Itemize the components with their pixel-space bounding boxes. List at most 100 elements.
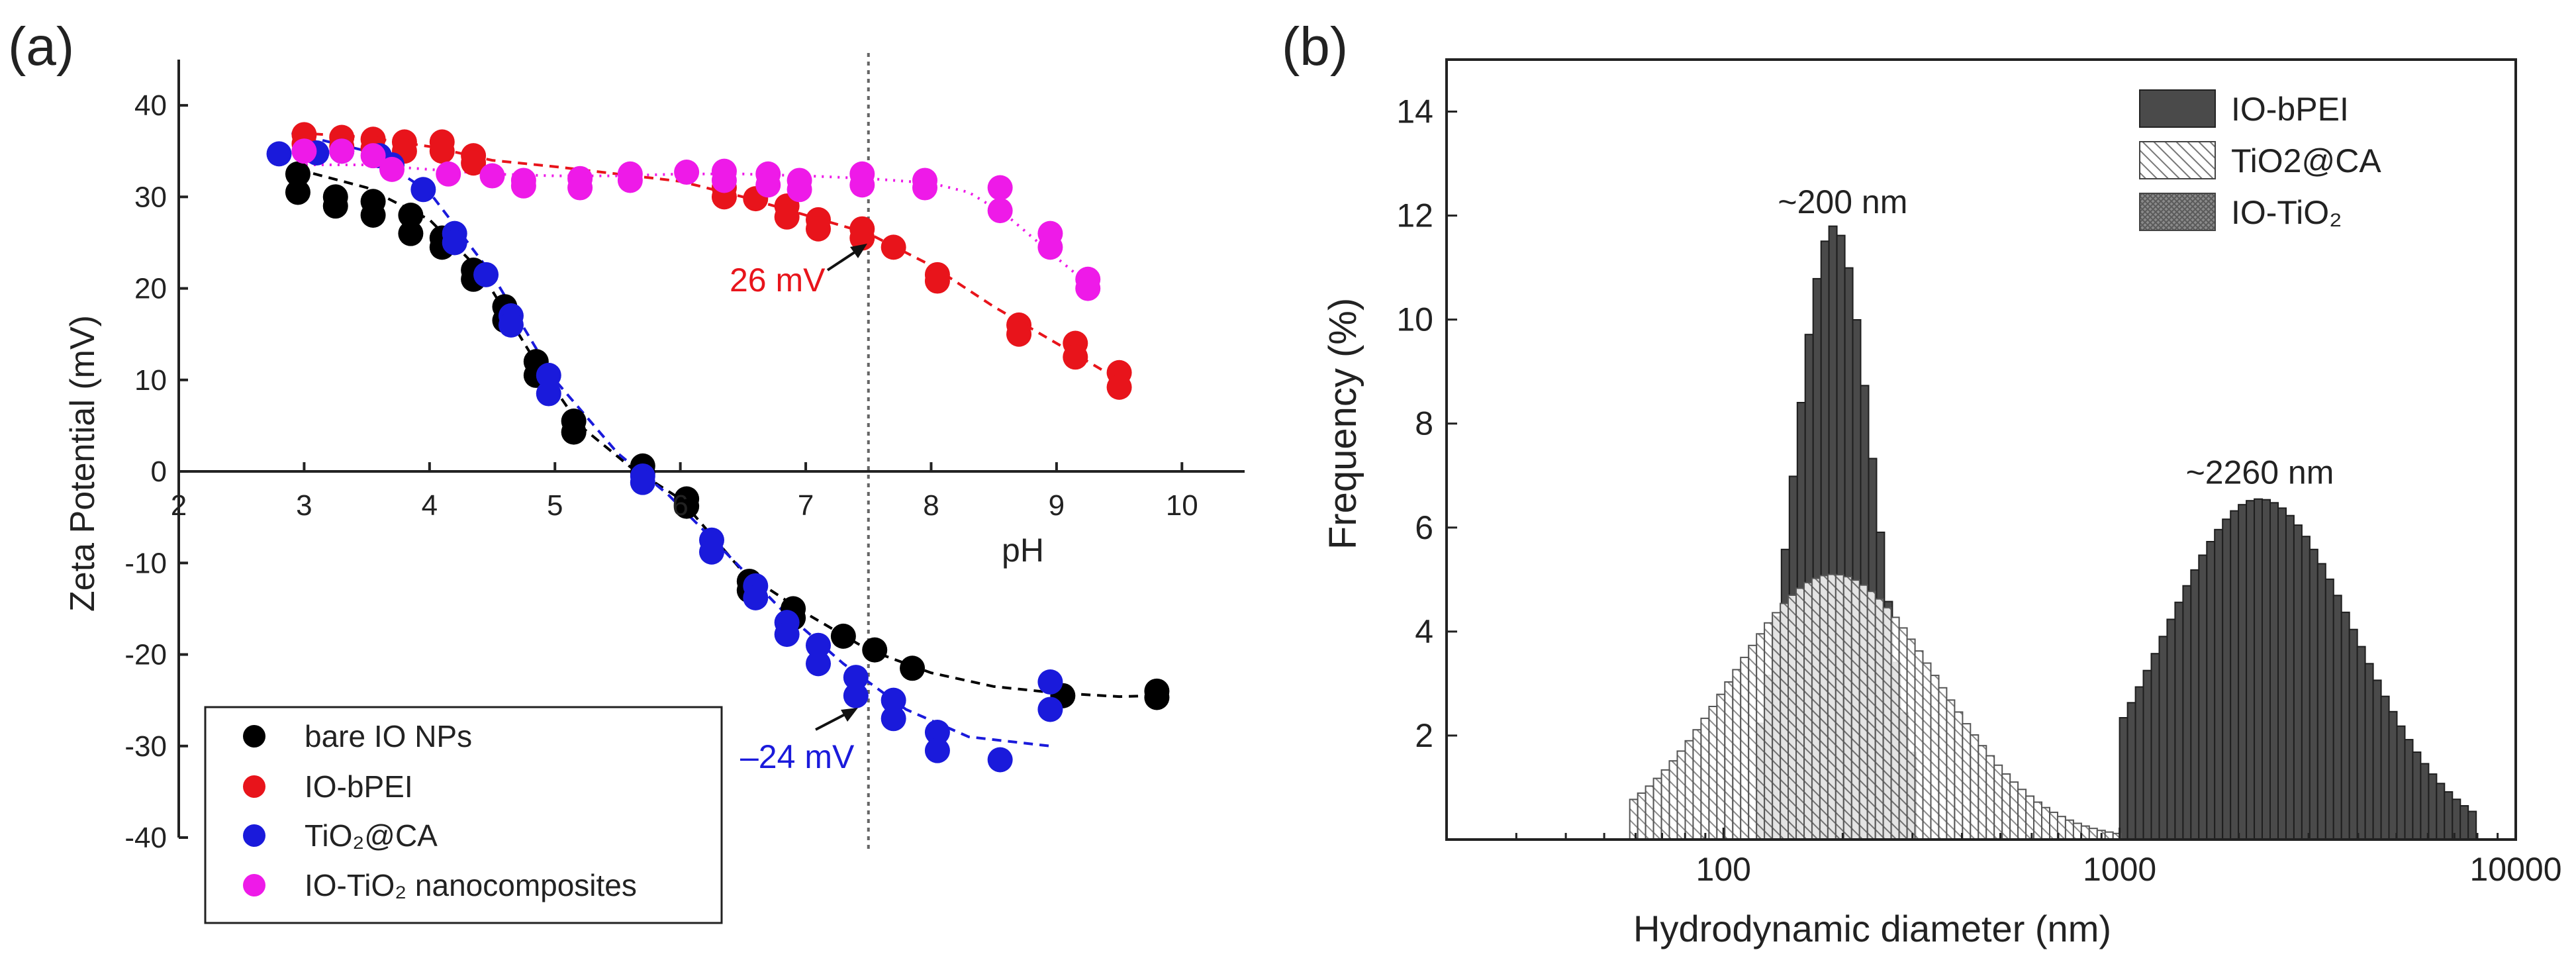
data-point xyxy=(1106,374,1132,400)
histogram-bar xyxy=(2269,502,2279,840)
data-point xyxy=(1063,344,1088,370)
annotation-200nm: ~200 nm xyxy=(1778,183,1907,220)
histogram-bar xyxy=(1946,699,1956,841)
y-tick-label: 6 xyxy=(1415,509,1433,546)
histogram-bar xyxy=(1811,577,1821,840)
data-point xyxy=(410,177,436,203)
histogram-bar xyxy=(2214,528,2224,840)
histogram-bar xyxy=(2142,669,2152,841)
x-tick-label: 4 xyxy=(422,489,438,522)
histogram-bar xyxy=(2190,569,2200,840)
panel-label-b: (b) xyxy=(1282,17,1348,77)
x-tick-label: 3 xyxy=(296,489,312,522)
y-tick-label: 4 xyxy=(1415,613,1433,650)
data-point xyxy=(924,720,950,746)
histogram-bar xyxy=(2017,789,2027,841)
annotation-minus24mv-text: –24 mV xyxy=(740,738,855,775)
x-axis-title: pH xyxy=(1002,532,1044,569)
histogram-bar xyxy=(2412,751,2422,840)
data-point xyxy=(924,268,950,294)
series-tio-ca xyxy=(266,138,1063,773)
y-tick-label: 20 xyxy=(134,273,167,305)
x-tick-label: 6 xyxy=(672,489,688,522)
y-tick-labels: -40 -30 -20 -10 0 10 20 30 40 xyxy=(124,89,167,854)
fit-curve-tio-ca xyxy=(291,131,1051,748)
data-point xyxy=(843,683,869,708)
data-point xyxy=(329,138,355,164)
y-tick-label: -40 xyxy=(124,822,167,854)
data-point xyxy=(322,193,348,219)
histogram-bar xyxy=(1827,573,1837,840)
annotation-2260nm: ~2260 nm xyxy=(2186,454,2334,491)
data-point xyxy=(1037,697,1063,722)
histogram-bar xyxy=(2467,810,2477,840)
histogram-bar xyxy=(2332,595,2342,840)
histogram-bar xyxy=(1970,734,1980,840)
data-point xyxy=(461,150,487,176)
data-point xyxy=(806,651,831,677)
histogram-bar xyxy=(2246,500,2256,840)
histogram-bar xyxy=(2198,554,2208,840)
histogram-bar xyxy=(2428,773,2438,840)
x-tick-labels: 2 3 4 5 6 7 8 9 10 xyxy=(171,489,1198,522)
histogram-bar xyxy=(2126,702,2136,841)
data-point xyxy=(536,362,561,388)
histogram-bar xyxy=(1835,574,1844,840)
histogram-bar xyxy=(2230,510,2240,840)
histogram-bar xyxy=(1732,669,1742,841)
histogram-bar xyxy=(2072,822,2082,840)
histogram-bar xyxy=(2222,518,2232,840)
histogram-bar xyxy=(1716,693,1726,840)
data-point xyxy=(912,175,937,201)
histogram-bar xyxy=(1938,687,1948,841)
fit-curves xyxy=(291,131,1157,748)
histogram-bar xyxy=(2285,514,2295,840)
y-tick-label: 10 xyxy=(1396,301,1433,338)
panel-label-a: (a) xyxy=(8,17,74,77)
histogram-bar xyxy=(1993,764,2003,840)
data-point xyxy=(1075,275,1101,301)
legend-label-io-tio2: IO-TiO₂ xyxy=(2231,194,2342,231)
histogram-bar xyxy=(1668,760,1678,840)
y-tick-label: 40 xyxy=(134,89,167,122)
histogram-bar xyxy=(1788,595,1797,840)
histogram-bar xyxy=(2064,819,2074,840)
x-axis-title: Hydrodynamic diameter (nm) xyxy=(1633,908,2111,949)
histogram-bar xyxy=(1866,591,1876,840)
histogram-bar xyxy=(2293,524,2303,840)
histogram-bar xyxy=(2033,801,2042,840)
histogram-bar xyxy=(1740,656,1750,841)
y-tick-label: -20 xyxy=(124,639,167,671)
x-tick-label: 10000 xyxy=(2469,851,2561,888)
histogram-bar xyxy=(1922,662,1932,840)
data-point xyxy=(630,469,655,495)
data-point xyxy=(1144,685,1170,710)
fit-curve-io-bpei xyxy=(297,131,1120,381)
histogram-bar xyxy=(2088,828,2098,840)
x-tick-label: 8 xyxy=(923,489,939,522)
data-points xyxy=(266,122,1170,773)
histogram-bar xyxy=(1660,769,1670,841)
data-point xyxy=(674,160,700,185)
series-io-bpei xyxy=(291,122,1132,400)
data-point xyxy=(774,204,800,230)
x-tick-label: 7 xyxy=(798,489,814,522)
histogram-bar xyxy=(2134,686,2144,840)
histogram-bar xyxy=(2080,825,2090,840)
legend-label-io-bpei: IO-bPEI xyxy=(2231,91,2349,128)
histogram-bar xyxy=(2436,783,2446,841)
data-point xyxy=(285,179,310,205)
y-axis-title: Zeta Potential (mV) xyxy=(64,315,102,612)
histogram-bar xyxy=(1898,627,1908,841)
x-tick-labels: 100 1000 10000 xyxy=(1696,851,2562,888)
data-point xyxy=(806,216,831,242)
histogram-bar xyxy=(1637,792,1646,841)
legend-label-io-bpei: IO-bPEI xyxy=(305,769,413,804)
histogram-bar xyxy=(2166,618,2176,841)
histogram-bar xyxy=(2009,781,2019,840)
data-point xyxy=(674,493,700,519)
y-tick-label: -30 xyxy=(124,730,167,763)
histogram-bar xyxy=(1850,579,1860,840)
data-point xyxy=(479,163,505,189)
